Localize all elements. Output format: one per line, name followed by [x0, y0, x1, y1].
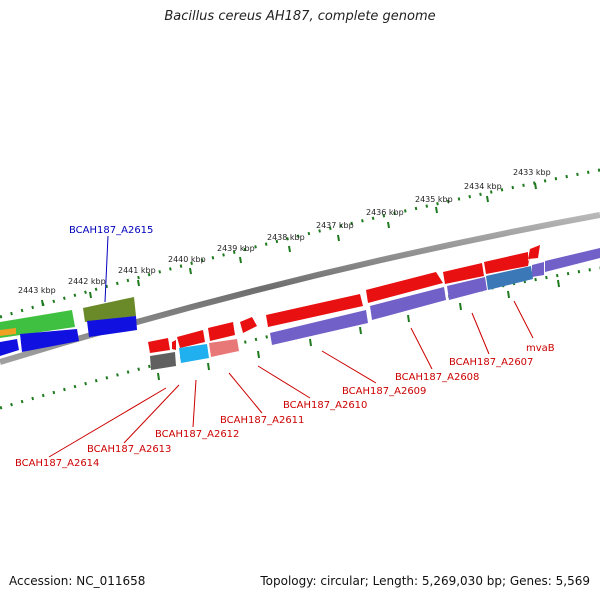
scale-label-2433: 2433 kbp [513, 168, 551, 177]
forward-strand-genes [0, 245, 540, 353]
gene-red-2609 [366, 272, 443, 303]
leader-2610 [257, 365, 311, 399]
label-2609: BCAH187_A2609 [342, 386, 426, 397]
gene-blue-left2 [20, 329, 79, 352]
label-2614: BCAH187_A2614 [15, 458, 99, 469]
scale-labels: 2433 kbp 2434 kbp 2435 kbp 2436 kbp 2437… [18, 168, 551, 295]
gene-purple-2607 [447, 277, 487, 300]
label-leader-lines [48, 300, 534, 458]
scale-label-2439: 2439 kbp [217, 244, 255, 253]
label-2608: BCAH187_A2608 [395, 372, 479, 383]
scale-label-2435: 2435 kbp [415, 195, 453, 204]
map-title: Bacillus cereus AH187, complete genome [164, 9, 436, 24]
chromosome-backbone [0, 212, 600, 365]
major-ticks-outer [41, 182, 537, 307]
gene-red-2608 [443, 263, 484, 284]
scale-label-2436: 2436 kbp [366, 208, 404, 217]
gene-gray-2614 [150, 352, 176, 370]
gene-orange-left [0, 328, 16, 336]
scale-label-2443: 2443 kbp [18, 286, 56, 295]
gene-blue-mid [87, 316, 137, 337]
gene-olive-2615 [83, 297, 136, 322]
scale-label-2442: 2442 kbp [68, 277, 106, 286]
gene-blue-left1 [0, 339, 19, 356]
scale-label-2437: 2437 kbp [316, 221, 354, 230]
label-mvaB: mvaB [526, 343, 555, 354]
leader-2613 [123, 384, 180, 444]
topology-text: Topology: circular; Length: 5,269,030 bp… [260, 574, 590, 588]
gene-red-2611 [240, 317, 257, 333]
gene-pink-2611 [209, 339, 239, 357]
gene-cyan-2612 [179, 344, 209, 363]
leader-2611 [228, 372, 263, 414]
label-2612: BCAH187_A2612 [155, 429, 239, 440]
scale-label-2440: 2440 kbp [168, 255, 206, 264]
gene-purple-end [545, 248, 600, 272]
scale-label-2434: 2434 kbp [464, 182, 502, 191]
scale-label-2441: 2441 kbp [118, 266, 156, 275]
leader-2608 [410, 327, 433, 370]
major-ticks-inner [157, 279, 560, 381]
gene-labels: mvaB BCAH187_A2607 BCAH187_A2608 BCAH187… [15, 225, 555, 469]
gene-red-2610 [266, 294, 363, 327]
scale-label-2438: 2438 kbp [267, 233, 305, 242]
label-2607: BCAH187_A2607 [449, 357, 533, 368]
gene-purple-2606 [532, 262, 544, 277]
gene-red-2612 [208, 322, 235, 341]
leader-2615 [104, 235, 109, 303]
label-2611: BCAH187_A2611 [220, 415, 304, 426]
accession-text: Accession: NC_011658 [9, 574, 146, 588]
leader-2614 [48, 387, 167, 458]
label-2610: BCAH187_A2610 [283, 400, 367, 411]
gene-green-left [0, 310, 75, 338]
label-2615: BCAH187_A2615 [69, 225, 153, 236]
label-2613: BCAH187_A2613 [87, 444, 171, 455]
gene-steel-mvaB [486, 266, 533, 290]
reverse-strand-genes [0, 248, 600, 370]
leader-2609 [321, 350, 377, 384]
gene-red-2613 [177, 330, 205, 348]
leader-2612 [192, 379, 197, 428]
leader-2607 [471, 312, 490, 355]
gene-red-2614b [172, 340, 176, 350]
gene-red-2614a [148, 338, 170, 353]
gene-purple-2609 [270, 310, 368, 345]
gene-purple-2608 [370, 287, 446, 320]
gene-red-end [528, 245, 540, 259]
leader-mvaB [513, 300, 534, 339]
gene-red-2607 [484, 252, 530, 274]
